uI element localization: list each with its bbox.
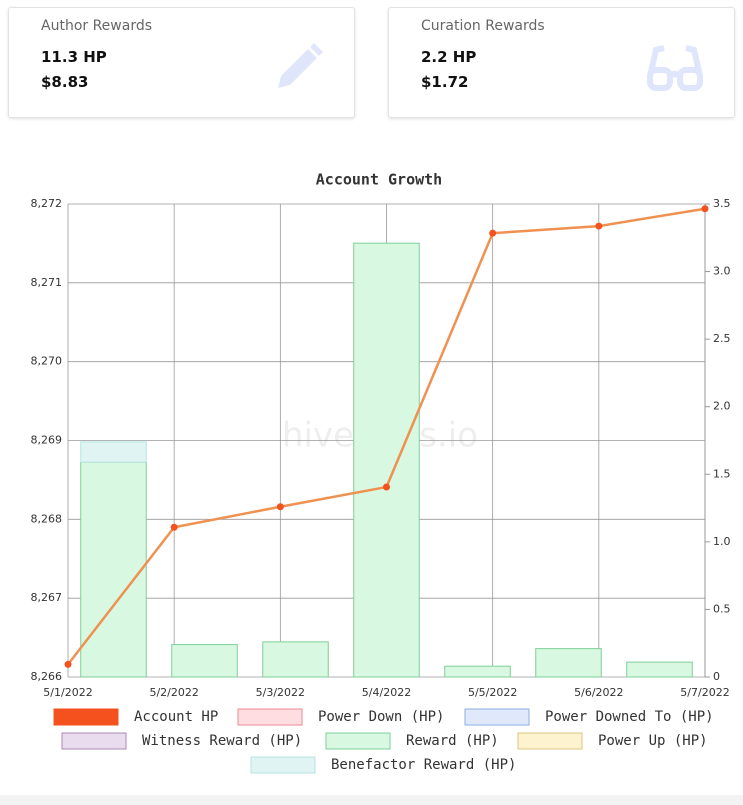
- point: [383, 483, 390, 491]
- y2-tick-label: 2.5: [713, 332, 731, 345]
- y-tick-label: 8,271: [31, 276, 63, 289]
- bar: [444, 665, 511, 678]
- card-title: Curation Rewards: [421, 18, 545, 34]
- x-tick-label: 5/2/2022: [149, 686, 198, 699]
- card-hp: 11.3 HP: [41, 48, 107, 66]
- y-tick-label: 8,272: [31, 197, 63, 210]
- y2-tick-label: 1.0: [713, 535, 731, 548]
- y2-tick-label: 0: [713, 670, 720, 683]
- card-title: Author Rewards: [41, 18, 153, 34]
- point: [170, 523, 178, 531]
- bar: [535, 648, 602, 678]
- chart-title: Account Growth: [316, 171, 442, 189]
- legend-swatch: [517, 732, 583, 750]
- y2-tick-label: 3.5: [713, 197, 731, 210]
- chart: Account Growth hivestats.io 8,2668,2678,…: [31, 171, 731, 774]
- bar: [171, 644, 238, 678]
- curation-card: Curation Rewards 2.2 HP $1.72: [388, 7, 735, 118]
- legend-swatch: [325, 732, 391, 750]
- legend-swatch: [464, 708, 530, 726]
- y2-tick-label: 3.0: [713, 265, 731, 278]
- card-usd: $8.83: [41, 73, 89, 91]
- legend-label: Account HP: [134, 709, 218, 725]
- glasses-icon: [647, 45, 703, 91]
- x-tick-label: 5/1/2022: [43, 686, 92, 699]
- legend-label: Power Downed To (HP): [545, 709, 714, 725]
- point: [595, 222, 603, 230]
- bar: [262, 641, 329, 678]
- legend-swatch: [61, 732, 127, 750]
- y-tick-label: 8,269: [31, 434, 63, 447]
- y-tick-label: 8,270: [31, 355, 63, 368]
- footer-strip: [0, 795, 743, 805]
- bar: [353, 242, 420, 678]
- y-tick-label: 8,267: [31, 591, 63, 604]
- legend-label: Power Up (HP): [598, 733, 708, 749]
- x-tick-label: 5/4/2022: [362, 686, 411, 699]
- pencil-icon: [278, 43, 323, 88]
- legend-swatch: [250, 756, 316, 774]
- y-tick-label: 8,266: [31, 670, 63, 683]
- point: [64, 660, 72, 668]
- y2-tick-label: 0.5: [713, 602, 731, 615]
- legend-label: Witness Reward (HP): [142, 733, 302, 749]
- legend-swatch: [53, 708, 119, 726]
- point: [701, 205, 709, 213]
- bar: [626, 661, 693, 678]
- point: [276, 503, 284, 511]
- legend-label: Benefactor Reward (HP): [331, 757, 516, 773]
- bar: [80, 461, 147, 678]
- legend-label: Power Down (HP): [318, 709, 444, 725]
- legend-label: Reward (HP): [406, 733, 499, 749]
- y2-tick-label: 2.0: [713, 400, 731, 413]
- author-card: Author Rewards 11.3 HP $8.83: [8, 7, 355, 118]
- x-tick-label: 5/5/2022: [468, 686, 517, 699]
- bar: [80, 441, 147, 463]
- legend-swatch: [237, 708, 303, 726]
- card-hp: 2.2 HP: [421, 48, 477, 66]
- x-tick-label: 5/3/2022: [256, 686, 305, 699]
- card-usd: $1.72: [421, 73, 469, 91]
- y2-tick-label: 1.5: [713, 467, 731, 480]
- point: [489, 229, 497, 237]
- x-tick-label: 5/6/2022: [574, 686, 623, 699]
- y-tick-label: 8,268: [31, 512, 63, 525]
- x-tick-label: 5/7/2022: [680, 686, 729, 699]
